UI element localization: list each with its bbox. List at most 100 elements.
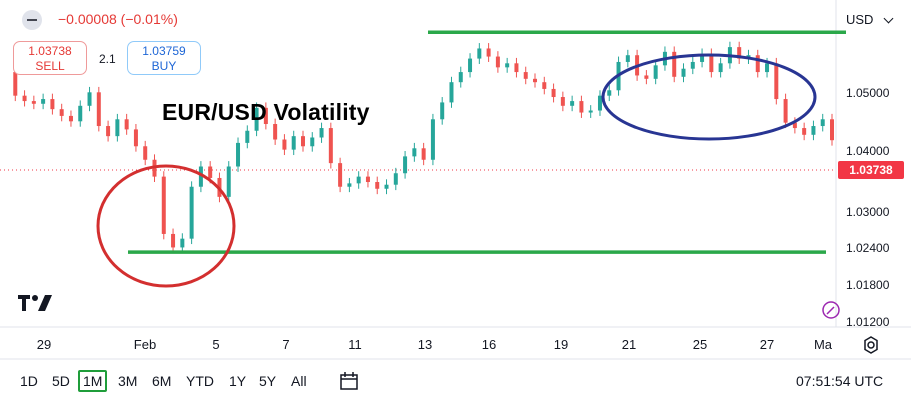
range-button-5y[interactable]: 5Y	[259, 373, 277, 389]
candle-body	[87, 92, 92, 106]
gear-icon[interactable]	[862, 336, 880, 354]
range-button-all[interactable]: All	[291, 373, 307, 389]
candle-body	[412, 148, 417, 157]
date-tick: 21	[621, 337, 637, 352]
candle-body	[263, 107, 268, 125]
candle-body	[802, 128, 807, 135]
candle-body	[588, 110, 593, 113]
high-volatility-circle	[601, 53, 817, 141]
candle-body	[458, 72, 463, 83]
currency-selector[interactable]: USD	[846, 12, 874, 27]
candle-body	[774, 63, 779, 100]
buy-button[interactable]: 1.03759 BUY	[127, 41, 201, 75]
tradingview-logo-icon	[18, 295, 52, 311]
candle-body	[291, 136, 296, 150]
range-button-1m[interactable]: 1M	[78, 370, 108, 392]
candle-body	[31, 101, 36, 104]
candle-body	[672, 51, 677, 77]
date-tick: 5	[212, 337, 220, 352]
candle-body	[13, 72, 18, 96]
candle-body	[282, 139, 287, 150]
candle-body	[523, 72, 528, 79]
candle-body	[133, 129, 138, 147]
price-tick: 1.01200	[846, 315, 890, 329]
candle-body	[115, 119, 120, 137]
candle-body	[440, 102, 445, 120]
candle-body	[384, 184, 389, 189]
date-tick: 13	[417, 337, 433, 352]
candle-body	[579, 101, 584, 113]
price-change: −0.00008 (−0.01%)	[58, 11, 178, 27]
date-tick: Ma	[813, 337, 833, 352]
candle-body	[765, 63, 770, 73]
range-button-1y[interactable]: 1Y	[229, 373, 247, 389]
candle-body	[449, 82, 454, 103]
date-tick: 11	[348, 337, 362, 352]
candle-body	[236, 142, 241, 167]
buy-label: BUY	[151, 59, 177, 73]
price-tick: 1.03000	[846, 205, 890, 219]
candle-body	[625, 55, 630, 62]
spread-value: 2.1	[99, 52, 116, 66]
candle-body	[68, 115, 73, 122]
sell-label: SELL	[35, 59, 65, 73]
candle-body	[505, 63, 510, 68]
candle-body	[792, 122, 797, 129]
minus-icon[interactable]	[22, 10, 42, 30]
price-tick: 1.01800	[846, 278, 890, 292]
date-tick: 29	[36, 337, 52, 352]
compare-icon[interactable]	[338, 371, 360, 391]
candle-body	[338, 163, 343, 187]
candle-body	[830, 119, 834, 141]
range-button-6m[interactable]: 6M	[152, 373, 172, 389]
date-tick: 27	[759, 337, 775, 352]
candle-body	[198, 166, 203, 187]
sell-price: 1.03738	[28, 44, 72, 58]
range-button-5d[interactable]: 5D	[52, 373, 70, 389]
range-button-ytd[interactable]: YTD	[186, 373, 214, 389]
wand-icon[interactable]	[822, 301, 840, 319]
candle-body	[143, 146, 148, 160]
date-tick: 25	[692, 337, 708, 352]
candle-body	[533, 78, 538, 83]
utc-clock: 07:51:54 UTC	[796, 373, 884, 389]
date-tick: 19	[553, 337, 569, 352]
candle-body	[365, 176, 370, 183]
price-tick: 1.05000	[846, 86, 890, 100]
candle-body	[755, 55, 760, 73]
candle-body	[811, 126, 816, 135]
candle-body	[161, 176, 166, 234]
candle-body	[124, 119, 129, 130]
candle-body	[59, 109, 64, 116]
date-tick: Feb	[133, 337, 157, 352]
candle-body	[597, 95, 602, 111]
candle-body	[180, 238, 185, 248]
candle-body	[644, 75, 649, 79]
candle-body	[783, 99, 788, 123]
candle-body	[737, 47, 742, 59]
range-button-1d[interactable]: 1D	[20, 373, 38, 389]
candle-body	[356, 176, 361, 184]
candle-body	[551, 88, 556, 98]
candle-body	[22, 95, 27, 102]
candle-body	[560, 97, 565, 106]
candle-body	[310, 137, 315, 147]
candle-body	[690, 61, 695, 69]
range-lines-layer	[128, 30, 846, 254]
sell-button[interactable]: 1.03738 SELL	[13, 41, 87, 75]
candle-body	[347, 183, 352, 187]
date-tick: 7	[282, 337, 290, 352]
candle-body	[607, 90, 612, 96]
candle-body	[653, 65, 658, 79]
chart-title: EUR/USD Volatility	[162, 99, 370, 125]
last-price-tag: 1.03738	[838, 161, 904, 179]
candle-body	[477, 48, 482, 59]
candle-body	[681, 68, 686, 77]
candle-body	[96, 92, 101, 127]
range-button-3m[interactable]: 3M	[118, 373, 138, 389]
candle-body	[430, 119, 435, 160]
candle-body	[106, 126, 111, 137]
candle-body	[189, 186, 194, 239]
candle-body	[208, 166, 213, 178]
